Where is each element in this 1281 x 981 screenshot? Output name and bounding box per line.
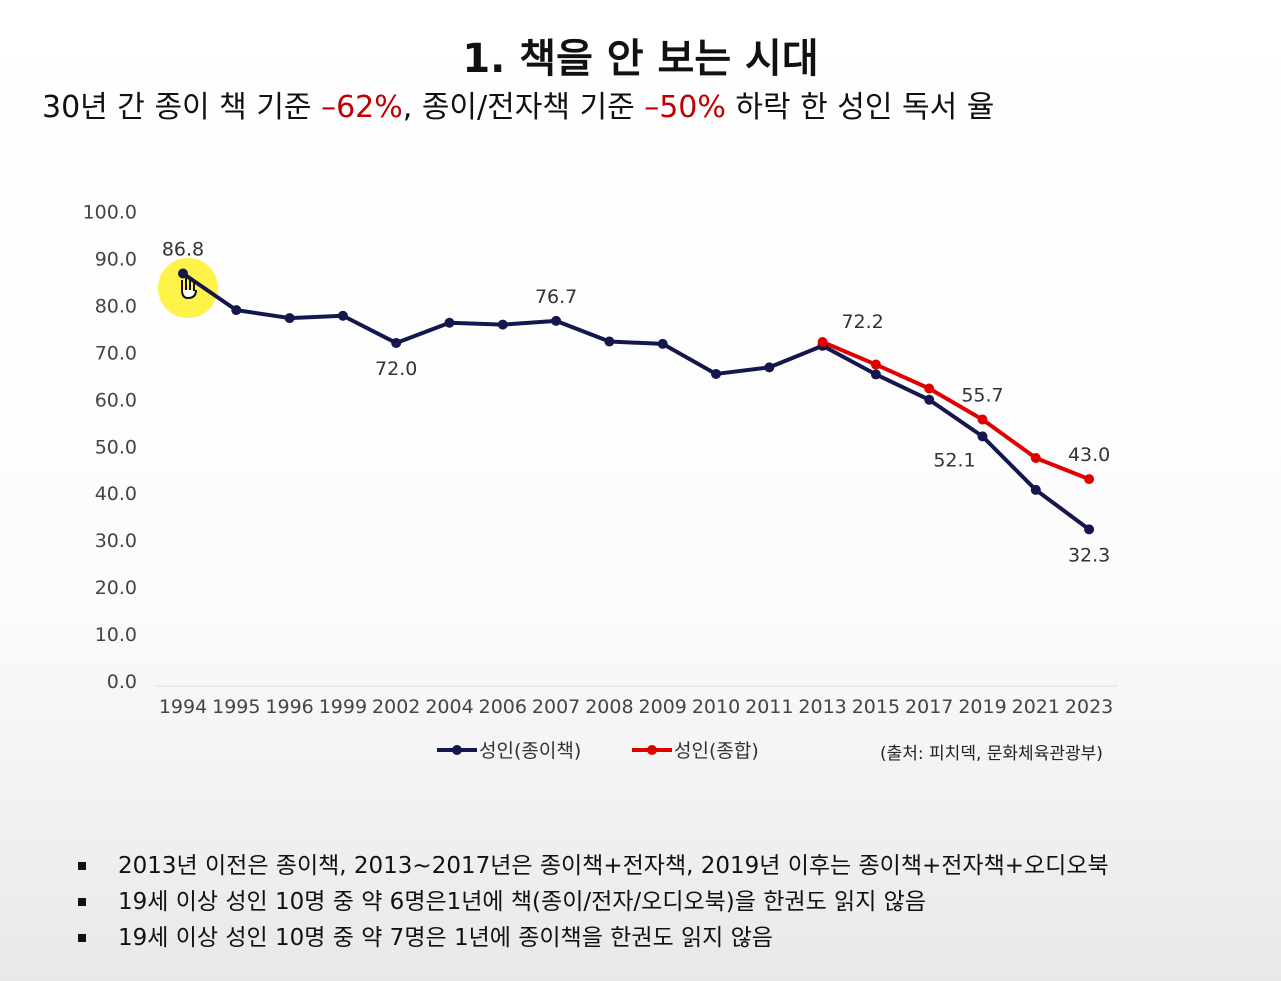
data-point-paper [497, 319, 508, 330]
data-point-paper [284, 313, 295, 324]
x-tick-label: 2008 [585, 696, 633, 718]
x-tick-label: 2021 [1012, 696, 1060, 718]
source-note: (출처: 피치덱, 문화체육관광부) [880, 744, 1103, 764]
x-tick-label: 2017 [905, 696, 953, 718]
legend-swatch-marker [452, 745, 462, 755]
x-tick-label: 1999 [319, 696, 367, 718]
data-point-paper [391, 337, 402, 348]
data-point-total [817, 337, 828, 348]
data-point-paper [337, 310, 348, 321]
subtitle-accent-total: –50% [644, 90, 726, 125]
series-line-total [821, 340, 1090, 481]
data-label: 43.0 [1068, 444, 1110, 466]
data-label: 76.7 [535, 286, 577, 308]
x-tick-label: 2002 [372, 696, 420, 718]
x-tick-label: 2019 [958, 696, 1006, 718]
y-tick-label: 10.0 [95, 624, 137, 646]
cursor-highlight [158, 258, 218, 318]
y-tick-label: 70.0 [95, 342, 137, 364]
data-labels: 86.8 72.0 76.7 72.2 55.7 52.1 43.0 32.3 [162, 238, 1110, 566]
data-point-total [870, 359, 881, 370]
y-tick-label: 30.0 [95, 530, 137, 552]
chart-legend: 성인(종이책) 성인(종합) [437, 740, 759, 762]
page-title: 1. 책을 안 보는 시대 [462, 36, 819, 82]
data-point-paper [657, 338, 668, 349]
x-tick-label: 2011 [745, 696, 793, 718]
x-tick-label: 2023 [1065, 696, 1113, 718]
series-lines [181, 271, 1091, 531]
series-line-paper [181, 271, 1091, 531]
subtitle-text-1: 30년 간 종이 책 기준 [42, 90, 322, 125]
x-tick-label: 2015 [852, 696, 900, 718]
x-tick-label: 2009 [639, 696, 687, 718]
x-tick-label: 2010 [692, 696, 740, 718]
x-tick-label: 1995 [212, 696, 260, 718]
y-tick-label: 40.0 [95, 483, 137, 505]
bullet-item: 19세 이상 성인 10명 중 약 7명은 1년에 종이책을 한권도 읽지 않음 [72, 920, 1262, 956]
subtitle-accent-paper: –62% [321, 90, 403, 125]
data-point-paper [604, 336, 615, 347]
legend-label: 성인(종이책) [479, 740, 581, 762]
data-point-paper [764, 362, 775, 373]
data-point-paper [711, 368, 721, 379]
y-tick-label: 80.0 [95, 295, 137, 317]
data-point-paper [231, 305, 242, 316]
y-tick-label: 20.0 [95, 577, 137, 599]
y-tick-label: 0.0 [107, 671, 137, 693]
data-label: 72.2 [841, 311, 883, 333]
x-tick-label: 1994 [159, 696, 207, 718]
data-point-paper [178, 268, 188, 279]
legend-swatch-marker [647, 745, 657, 755]
y-tick-label: 90.0 [95, 248, 137, 270]
x-tick-label: 2006 [479, 696, 527, 718]
x-tick-label: 1996 [265, 696, 313, 718]
bullet-item: 19세 이상 성인 10명 중 약 6명은1년에 책(종이/전자/오디오북)을 … [72, 884, 1262, 920]
data-point-paper [1084, 524, 1095, 535]
data-point-paper [924, 394, 935, 405]
y-tick-label: 60.0 [95, 389, 137, 411]
data-point-paper [977, 431, 988, 442]
data-point-total [1084, 474, 1095, 485]
data-label: 86.8 [162, 238, 204, 260]
data-label: 72.0 [375, 358, 417, 380]
line-chart: 0.0 10.0 20.0 30.0 40.0 50.0 60.0 70.0 80.0 90.0 1… [83, 202, 1118, 764]
x-tick-label: 2007 [532, 696, 580, 718]
legend-label: 성인(종합) [674, 740, 759, 762]
bullet-item: 2013년 이전은 종이책, 2013~2017년은 종이책+전자책, 2019… [72, 848, 1262, 884]
data-point-paper [444, 317, 455, 328]
x-tick-label: 2004 [425, 696, 473, 718]
data-label: 55.7 [961, 384, 1003, 406]
data-point-total [1030, 452, 1041, 463]
data-point-paper [870, 369, 881, 380]
x-axis: 1994 1995 1996 1999 2002 2004 2006 2007 2008 2009… [155, 685, 1118, 718]
data-point-total [977, 414, 988, 425]
page-subtitle: 30년 간 종이 책 기준 –62%, 종이/전자책 기준 –50% 하락 한 … [42, 82, 1262, 126]
subtitle-text-3: 하락 한 성인 독서 율 [725, 90, 995, 125]
data-point-total [924, 383, 935, 394]
series-points [178, 268, 1095, 535]
data-label: 52.1 [933, 449, 975, 471]
x-tick-label: 2013 [798, 696, 846, 718]
data-point-paper [1030, 484, 1041, 495]
bullet-list: 2013년 이전은 종이책, 2013~2017년은 종이책+전자책, 2019… [72, 848, 1262, 956]
y-axis: 0.0 10.0 20.0 30.0 40.0 50.0 60.0 70.0 80.0 90.0 1… [83, 202, 137, 694]
data-point-paper [551, 315, 562, 326]
y-tick-label: 50.0 [95, 436, 137, 458]
subtitle-text-2: , 종이/전자책 기준 [402, 90, 645, 125]
data-label: 32.3 [1068, 544, 1110, 566]
y-tick-label: 100.0 [83, 202, 137, 224]
hand-pointer-icon [181, 278, 197, 300]
